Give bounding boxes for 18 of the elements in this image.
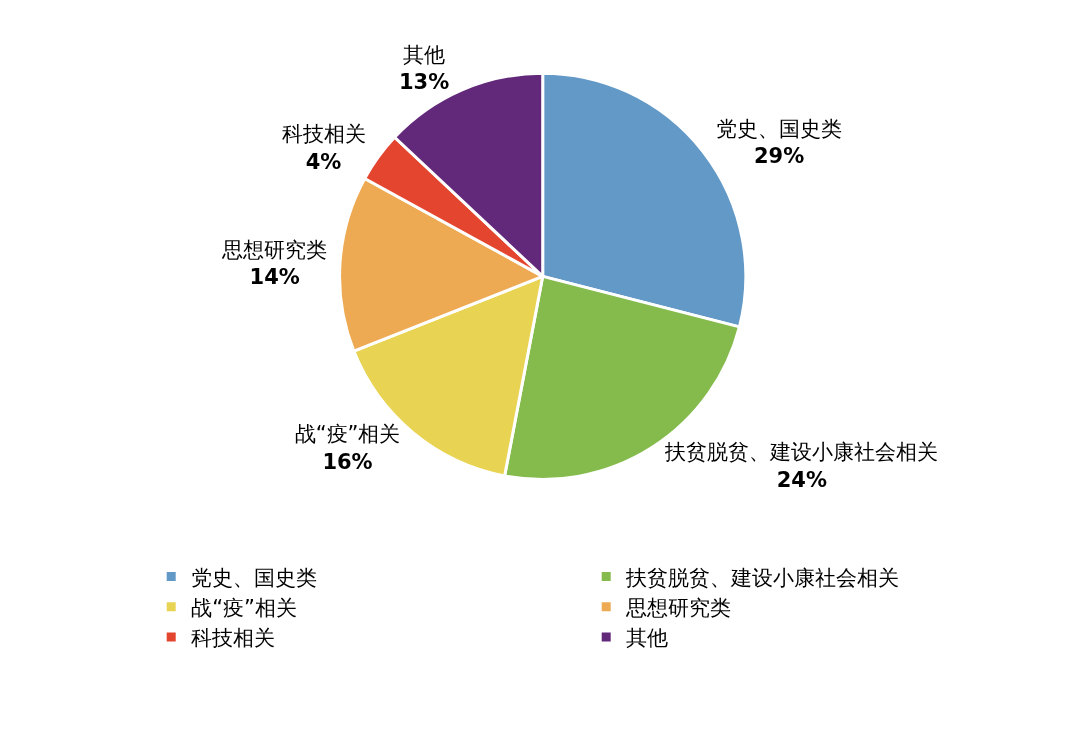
legend-label: 思想研究类 [625, 595, 732, 620]
slice-label: 其他 [403, 42, 446, 67]
data-label: 14% [249, 265, 300, 290]
slice-label: 战“疫”相关 [294, 422, 401, 447]
legend-label: 党史、国史类 [191, 565, 318, 590]
data-label: 29% [753, 143, 805, 168]
slice-label: 扶贫脱贫、建设小康社会相关 [664, 440, 939, 465]
legend-label: 其他 [626, 626, 669, 651]
data-label: 24% [776, 467, 827, 492]
data-label: 13% [398, 69, 450, 94]
slice-label: 党史、国史类 [716, 116, 843, 141]
data-label: 16% [322, 449, 373, 474]
legend-label: 战“疫”相关 [191, 595, 297, 620]
slice-label: 科技相关 [281, 122, 366, 147]
legend-label: 扶贫脱贫、建设小康社会相关 [625, 565, 900, 590]
legend-label: 科技相关 [191, 626, 276, 651]
data-label: 4% [305, 149, 342, 174]
slice-label: 思想研究类 [221, 237, 328, 262]
